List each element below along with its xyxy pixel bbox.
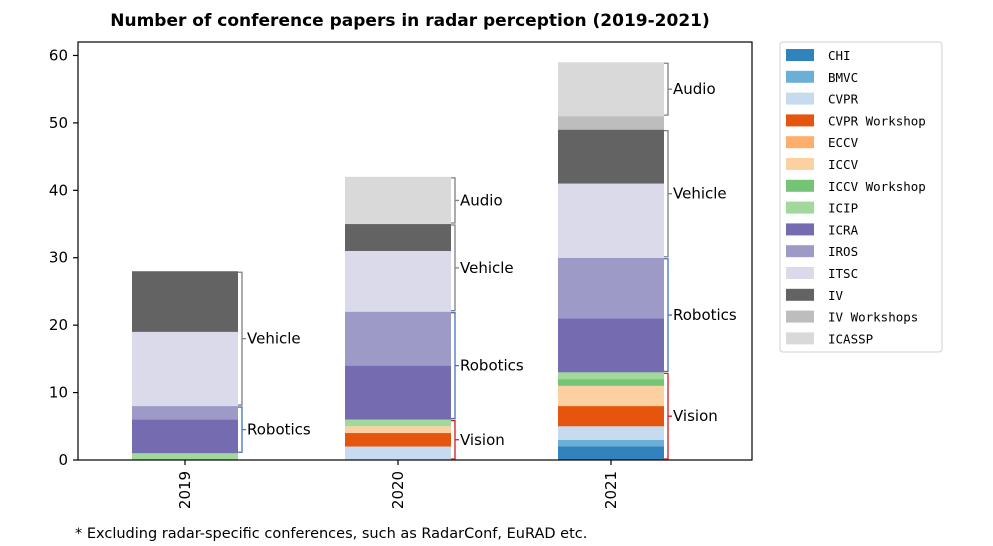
bar-2021-cvpr-workshop xyxy=(558,406,664,427)
legend-swatch-cvpr-workshop xyxy=(786,114,814,127)
y-tick-label: 50 xyxy=(49,114,68,132)
bar-2020-iccv xyxy=(345,426,451,434)
legend-swatch-iccv xyxy=(786,158,814,170)
bracket-vehicle-2020 xyxy=(451,224,459,312)
legend-swatch-icassp xyxy=(786,332,814,345)
legend-label-iros: IROS xyxy=(828,244,858,259)
legend-frame xyxy=(779,41,943,353)
bar-2019-icip xyxy=(132,453,238,460)
legend-label-iv-workshops: IV Workshops xyxy=(828,310,918,325)
bracket-vehicle-2021 xyxy=(664,129,672,258)
legend-label-eccv: ECCV xyxy=(828,135,859,150)
legend-label-itsc: ITSC xyxy=(828,266,858,281)
group-label-vision: Vision xyxy=(460,431,505,449)
legend-swatch-cvpr xyxy=(786,92,814,105)
legend-label-cvpr-workshop: CVPR Workshop xyxy=(828,113,926,128)
bar-2021-iv-workshops xyxy=(558,116,664,130)
legend-label-icip: ICIP xyxy=(828,201,858,216)
bar-2021-cvpr xyxy=(558,426,664,440)
bar-2019-itsc xyxy=(132,331,238,407)
legend-label-cvpr: CVPR xyxy=(828,92,859,107)
group-label-vehicle: Vehicle xyxy=(247,330,301,348)
bar-2021-iccv-workshop xyxy=(558,379,664,386)
bar-2021-iros xyxy=(558,257,664,319)
bar-2021-icip xyxy=(558,372,664,380)
x-tick-label: 2020 xyxy=(389,471,407,509)
bar-2020-icip xyxy=(345,419,451,427)
legend-swatch-chi xyxy=(786,49,814,61)
bar-2021-icassp xyxy=(558,62,664,117)
y-tick-label: 0 xyxy=(58,451,68,469)
bracket-vision-2021 xyxy=(664,372,672,460)
bar-2020-cvpr xyxy=(345,446,451,460)
legend-swatch-iv-workshops xyxy=(786,310,814,323)
bar-2021-chi xyxy=(558,446,664,460)
legend-swatch-bmvc xyxy=(786,70,814,83)
chart-title: Number of conference papers in radar per… xyxy=(110,11,710,31)
group-label-robotics: Robotics xyxy=(673,306,737,324)
bracket-audio-2020 xyxy=(451,177,459,224)
legend-label-iccv-workshop: ICCV Workshop xyxy=(828,179,926,194)
legend-label-icra: ICRA xyxy=(828,222,859,237)
bracket-audio-2021 xyxy=(664,62,672,116)
bar-2021-iv xyxy=(558,129,664,184)
footnote: * Excluding radar-specific conferences, … xyxy=(75,526,587,542)
legend: CHI BMVC CVPR CVPR Workshop ECCV ICCV ICCV Wor… xyxy=(779,41,943,353)
legend-swatch-iccv-workshop xyxy=(786,179,814,192)
bar-2020-icassp xyxy=(345,176,451,225)
group-label-audio: Audio xyxy=(673,80,716,98)
bar-2021-itsc xyxy=(558,183,664,258)
bars xyxy=(132,62,664,460)
legend-swatch-itsc xyxy=(786,267,814,279)
group-label-robotics: Robotics xyxy=(247,421,311,439)
bar-2020-icra xyxy=(345,365,451,420)
bracket-robotics-2019 xyxy=(238,406,246,453)
x-tick-label: 2021 xyxy=(602,471,620,509)
group-label-vehicle: Vehicle xyxy=(460,259,514,277)
bar-2019-iros xyxy=(132,406,238,420)
group-label-vehicle: Vehicle xyxy=(673,185,727,203)
legend-swatch-eccv xyxy=(786,136,814,149)
bar-2020-itsc xyxy=(345,251,451,312)
legend-swatch-iv xyxy=(786,288,814,301)
y-tick-label: 40 xyxy=(49,181,68,199)
legend-swatch-icra xyxy=(786,223,814,236)
y-tick-label: 20 xyxy=(49,316,68,334)
legend-label-bmvc: BMVC xyxy=(828,70,858,85)
bar-2020-cvpr-workshop xyxy=(345,433,451,447)
y-tick-label: 10 xyxy=(49,384,68,402)
x-tick-label: 2019 xyxy=(176,471,194,509)
bracket-vision-2020 xyxy=(451,419,459,460)
bar-2019-iv xyxy=(132,271,238,332)
bar-2021-bmvc xyxy=(558,439,664,447)
bar-2020-iros xyxy=(345,311,451,366)
y-axis: 0 10 20 30 40 50 60 xyxy=(49,46,78,469)
group-label-robotics: Robotics xyxy=(460,357,524,375)
bracket-robotics-2020 xyxy=(451,312,459,420)
y-tick-label: 30 xyxy=(49,249,68,267)
bracket-robotics-2021 xyxy=(664,258,672,373)
plot-frame xyxy=(77,41,753,461)
legend-label-iccv: ICCV xyxy=(828,157,859,172)
group-brackets: Vision Vision Robotics Robotics Robotics Vehi… xyxy=(238,62,737,460)
bar-2019-icra xyxy=(132,419,238,454)
bar-2021-iccv xyxy=(558,385,664,407)
legend-swatch-iros xyxy=(786,245,814,258)
group-label-vision: Vision xyxy=(673,407,718,425)
legend-label-chi: CHI xyxy=(828,48,851,63)
legend-label-icassp: ICASSP xyxy=(828,331,873,346)
legend-label-iv: IV xyxy=(828,288,844,303)
legend-swatch-icip xyxy=(786,201,814,214)
bar-2021-icra xyxy=(558,318,664,373)
group-label-audio: Audio xyxy=(460,191,503,209)
y-tick-label: 60 xyxy=(49,46,68,64)
bracket-vehicle-2019 xyxy=(238,271,246,406)
bar-2020-iv xyxy=(345,224,451,251)
x-axis: 2019 2020 2021 xyxy=(176,460,620,509)
